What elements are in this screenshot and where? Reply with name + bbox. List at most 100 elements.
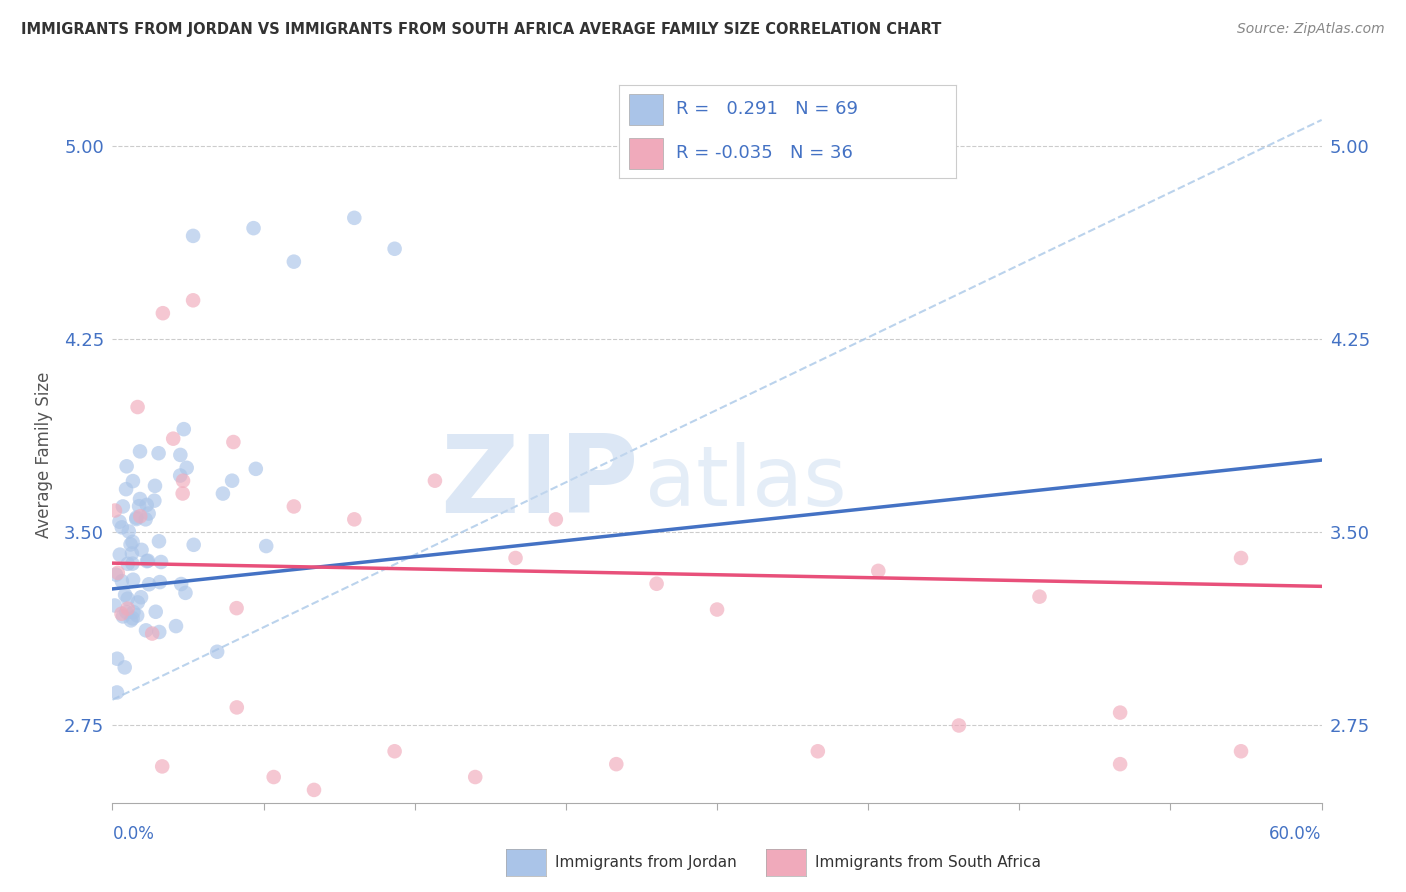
Point	[105, 685, 128, 699]
Point	[117, 591, 139, 606]
Point	[706, 602, 728, 616]
Text: 60.0%: 60.0%	[1270, 825, 1322, 843]
Point	[302, 783, 325, 797]
Text: 0.0%: 0.0%	[112, 825, 155, 843]
Point	[117, 601, 139, 615]
Point	[1109, 757, 1132, 772]
Point	[125, 510, 148, 524]
Point	[111, 500, 134, 514]
Point	[135, 512, 157, 526]
Point	[138, 577, 160, 591]
Point	[645, 576, 668, 591]
Point	[121, 557, 143, 571]
Point	[169, 448, 191, 462]
Point	[150, 555, 173, 569]
Point	[114, 588, 136, 602]
Point	[111, 520, 134, 534]
Point	[343, 211, 366, 225]
Point	[254, 539, 277, 553]
Point	[114, 660, 136, 674]
Point	[225, 700, 247, 714]
Text: R =   0.291   N = 69: R = 0.291 N = 69	[676, 100, 858, 118]
Point	[222, 435, 245, 450]
Point	[141, 626, 163, 640]
Point	[183, 538, 205, 552]
Point	[108, 515, 131, 529]
Point	[174, 586, 197, 600]
Point	[135, 554, 157, 568]
Y-axis label: Average Family Size: Average Family Size	[35, 372, 53, 538]
Point	[136, 554, 159, 568]
Point	[143, 493, 166, 508]
Point	[105, 651, 128, 665]
Point	[172, 474, 194, 488]
Point	[122, 573, 145, 587]
Point	[505, 551, 527, 566]
Point	[148, 446, 170, 460]
Point	[129, 491, 152, 506]
Point	[108, 548, 131, 562]
Point	[1230, 744, 1253, 758]
Point	[245, 462, 267, 476]
Point	[104, 503, 127, 517]
Point	[150, 759, 173, 773]
Point	[544, 512, 567, 526]
Point	[107, 566, 129, 580]
Point	[384, 744, 406, 758]
Point	[343, 512, 366, 526]
Bar	[628, 95, 662, 125]
Point	[120, 537, 142, 551]
Text: Immigrants from South Africa: Immigrants from South Africa	[815, 855, 1042, 870]
Point	[115, 459, 138, 474]
Point	[129, 509, 152, 524]
Point	[169, 468, 191, 483]
Point	[104, 567, 127, 582]
Point	[605, 757, 627, 772]
Point	[121, 534, 143, 549]
Point	[149, 575, 172, 590]
Point	[165, 619, 187, 633]
Point	[110, 607, 132, 621]
Point	[225, 601, 247, 615]
Point	[127, 608, 149, 623]
Point	[221, 474, 243, 488]
Point	[148, 625, 170, 640]
Point	[172, 486, 194, 500]
Text: Immigrants from Jordan: Immigrants from Jordan	[555, 855, 737, 870]
Point	[173, 422, 195, 436]
Point	[122, 605, 145, 619]
Point	[135, 498, 157, 512]
Point	[148, 534, 170, 549]
Text: atlas: atlas	[644, 442, 846, 524]
Point	[145, 605, 167, 619]
Point	[464, 770, 486, 784]
Point	[127, 400, 149, 414]
Point	[131, 542, 153, 557]
Text: ZIP: ZIP	[440, 430, 638, 536]
Point	[384, 242, 406, 256]
Point	[115, 605, 138, 619]
Point	[162, 432, 184, 446]
Text: IMMIGRANTS FROM JORDAN VS IMMIGRANTS FROM SOUTH AFRICA AVERAGE FAMILY SIZE CORRE: IMMIGRANTS FROM JORDAN VS IMMIGRANTS FRO…	[21, 22, 942, 37]
Bar	[628, 138, 662, 169]
Point	[121, 611, 143, 625]
Point	[1109, 706, 1132, 720]
Point	[138, 507, 160, 521]
Point	[181, 293, 204, 308]
Point	[125, 512, 148, 526]
Point	[129, 591, 152, 605]
Point	[135, 624, 157, 638]
Point	[423, 474, 446, 488]
Point	[181, 228, 204, 243]
Text: Source: ZipAtlas.com: Source: ZipAtlas.com	[1237, 22, 1385, 37]
Point	[1230, 551, 1253, 566]
Point	[948, 718, 970, 732]
Point	[205, 645, 228, 659]
Point	[242, 221, 264, 235]
Point	[120, 613, 142, 627]
Point	[868, 564, 890, 578]
Point	[104, 599, 127, 613]
Point	[117, 557, 139, 571]
Point	[170, 577, 193, 591]
Point	[127, 595, 149, 609]
